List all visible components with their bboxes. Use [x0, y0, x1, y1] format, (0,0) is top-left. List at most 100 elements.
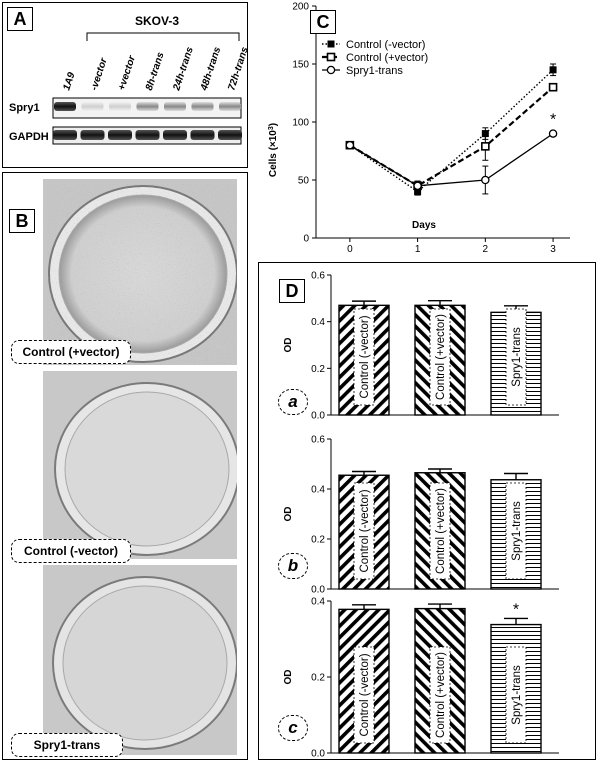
- panel-b: B Control (+vector) Control (-vector) Sp…: [2, 172, 248, 760]
- chart-c-series-line: [349, 86, 554, 188]
- bar-category-label: Control (+vector): [435, 314, 447, 400]
- chart-c-series-line: [349, 133, 554, 187]
- chart-c-point: [345, 140, 355, 150]
- bar-category-label-box: [505, 482, 527, 580]
- bar-chart-ytick-label: 0.0: [311, 411, 325, 422]
- row-label-gapdh: GAPDH: [9, 131, 49, 143]
- panel-letter-d: D: [279, 279, 305, 303]
- spry1-band: [191, 102, 214, 111]
- lane-label: +vector: [116, 53, 138, 92]
- chart-c-legend-marker: [327, 40, 335, 48]
- growth-curve-chart: 0 50 100 150 200 0 1 2 3 * Control (-vector)Cont…: [268, 2, 570, 255]
- gapdh-band: [80, 130, 105, 140]
- od-bar-chart: 0.0 0.2 0.4 0.6 OD Control (-vector) Control (…: [283, 271, 559, 422]
- gapdh-band: [218, 130, 242, 140]
- spry1-band: [54, 102, 76, 111]
- chart-c-xtick-label: 3: [550, 244, 556, 255]
- chart-c-point: [548, 82, 558, 92]
- cell-line-label: SKOV-3: [135, 14, 179, 28]
- bar-category-label: Spry1-trans: [511, 665, 523, 725]
- chart-c-ytick-label: 150: [292, 60, 309, 71]
- gapdh-band: [135, 130, 160, 140]
- spry1-band: [81, 102, 104, 111]
- dish-label-control-minus-vector: Control (-vector): [11, 539, 131, 563]
- chart-c-point: [414, 188, 422, 196]
- bar-category-label-box: [353, 308, 375, 406]
- lane-bracket: [86, 32, 240, 41]
- chart-c-point: [548, 129, 558, 138]
- chart-c-legend-marker: [326, 65, 336, 75]
- chart-c-xtick-label: 2: [483, 244, 489, 255]
- bar-chart-ylabel: OD: [283, 338, 294, 353]
- lane-label: 8h-trans: [144, 51, 167, 92]
- subpanel-label-c: c: [278, 715, 308, 741]
- lane-label: 1A9: [61, 71, 77, 92]
- bar-category-label-box: [353, 482, 375, 580]
- row-label-spry1: Spry1: [9, 102, 40, 114]
- gapdh-band: [108, 130, 132, 140]
- lane-label: 72h-trans: [226, 45, 247, 92]
- chart-c-legend-label: Control (+vector): [346, 52, 428, 64]
- chart-c-series: [345, 82, 558, 191]
- lane-label: 48h-trans: [199, 45, 224, 93]
- bar-chart-ytick-label: 0.4: [311, 317, 325, 328]
- spry1-band: [219, 102, 241, 111]
- bar-category-label: Control (-vector): [359, 315, 371, 398]
- chart-c-ytick-label: 50: [298, 176, 310, 187]
- chart-c-point: [481, 175, 490, 185]
- bar-chart-ylabel: OD: [283, 507, 294, 522]
- bar-chart-ytick-label: 0.4: [311, 597, 325, 608]
- bar-category-label-box: [353, 646, 375, 744]
- bar-chart-ytick-label: 0.6: [311, 271, 325, 282]
- bar-category-label: Control (-vector): [359, 489, 371, 572]
- spry1-band: [136, 102, 159, 111]
- dish-photo-spry1-trans: [43, 565, 237, 755]
- bar-category-label: Spry1-trans: [511, 327, 523, 387]
- chart-c-series: [345, 129, 558, 195]
- chart-c-ylabel: Cells (×103): [268, 123, 280, 177]
- bar-chart-ytick-label: 0.2: [311, 673, 325, 684]
- chart-c-legend-label: Spry1-trans: [346, 65, 403, 77]
- chart-c-series: [346, 63, 557, 196]
- lane-label: -vector: [89, 56, 110, 92]
- dish-label-control-plus-vector: Control (+vector): [11, 340, 131, 364]
- chart-c-series-line: [349, 69, 554, 193]
- bar-category-label-box: [429, 646, 451, 744]
- bar-chart-ytick-label: 0.0: [311, 749, 325, 760]
- bar-significance-mark: *: [513, 601, 519, 618]
- chart-c-xtick-label: 1: [415, 244, 421, 255]
- od-bar-charts: 0.0 0.2 0.4 0.6 OD Control (-vector) Control (…: [283, 271, 559, 760]
- western-blot: SKOV-3 1A9 -vector +vector 8h-trans 24h-tran…: [9, 14, 247, 145]
- dish-label-spry1-trans: Spry1-trans: [11, 733, 123, 757]
- gapdh-band: [53, 130, 77, 140]
- bar-category-label-box: [505, 646, 527, 744]
- chart-c-legend-marker: [326, 52, 336, 62]
- bar-chart-ytick-label: 0.6: [311, 435, 325, 446]
- panel-d: 0.0 0.2 0.4 0.6 OD Control (-vector) Control (…: [258, 262, 596, 760]
- bar-category-label: Control (+vector): [435, 488, 447, 574]
- chart-c-ytick-label: 100: [292, 118, 309, 129]
- bar-category-label: Spry1-trans: [511, 501, 523, 561]
- chart-c-point: [549, 66, 557, 74]
- bar-chart-ytick-label: 0.0: [311, 585, 325, 596]
- chart-c-significance-mark: *: [550, 111, 556, 128]
- panel-letter-a: A: [7, 7, 33, 31]
- dish-photo-control-minus-vector: [43, 371, 237, 559]
- chart-c-ytick-label: 0: [303, 234, 309, 245]
- bar-category-label: Control (+vector): [435, 652, 447, 738]
- chart-c-legend-label: Control (-vector): [346, 39, 425, 51]
- spry1-band: [164, 102, 186, 111]
- bar-chart-ytick-label: 0.4: [311, 485, 325, 496]
- gapdh-band: [190, 130, 215, 140]
- chart-c-xlabel: Days: [412, 220, 436, 231]
- panel-a: SKOV-3 1A9 -vector +vector 8h-trans 24h-tran…: [2, 2, 248, 168]
- panel-letter-b: B: [9, 209, 35, 233]
- panel-letter-c: C: [310, 10, 336, 34]
- bar-category-label-box: [429, 482, 451, 580]
- chart-c-ytick-label: 200: [292, 2, 309, 13]
- chart-c-xtick-label: 0: [347, 244, 353, 255]
- bar-chart-ylabel: OD: [283, 670, 294, 685]
- bar-category-label: Control (-vector): [359, 653, 371, 736]
- bar-chart-ytick-label: 0.2: [311, 364, 325, 375]
- bar-category-label-box: [505, 308, 527, 406]
